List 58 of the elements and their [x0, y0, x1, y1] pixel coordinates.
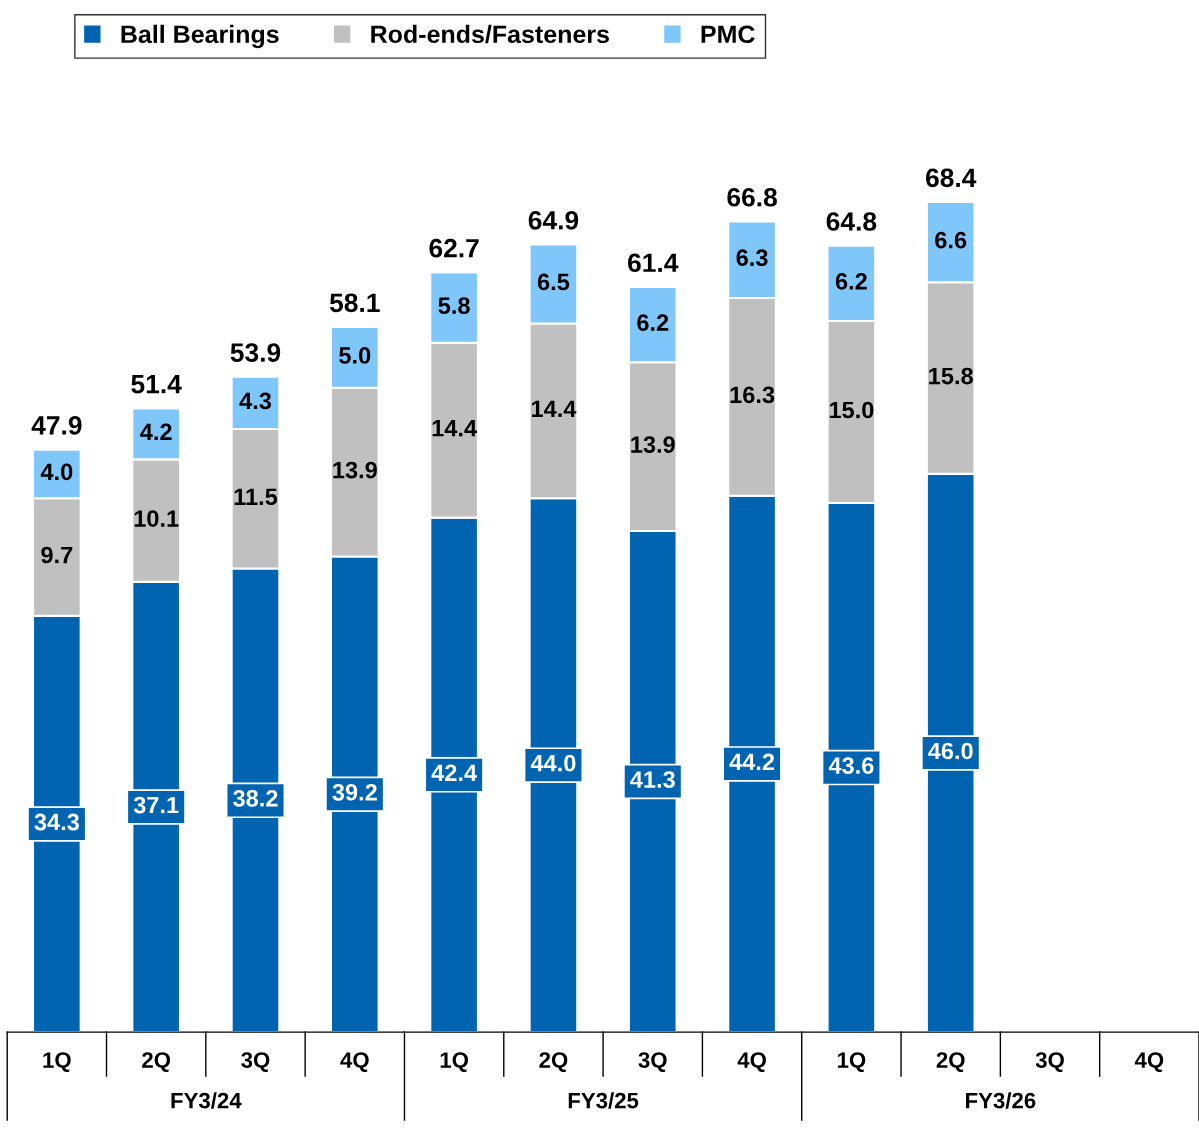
data-label: 46.0	[928, 742, 973, 760]
data-label: 15.8	[929, 367, 973, 385]
text: FY3/24	[171, 1092, 242, 1109]
total-label: 64.8	[826, 212, 877, 231]
total-label: 64.9	[528, 210, 579, 230]
legend-label: PMC	[701, 25, 755, 44]
data-label: 4.3	[239, 392, 272, 410]
total-label: 47.9	[31, 416, 82, 435]
data-label: 44.0	[530, 754, 576, 772]
data-label: 6.5	[537, 273, 570, 291]
legend-label: Ball Bearings	[121, 24, 279, 49]
data-label: 14.4	[432, 420, 477, 437]
data-label: 6.2	[637, 314, 669, 331]
data-label: 38.2	[233, 789, 278, 807]
data-label: 13.9	[333, 461, 377, 479]
data-label: 43.6	[828, 757, 874, 774]
x-tick-label: 1Q	[440, 1052, 469, 1073]
legend-label: Rod-ends/Fasteners	[371, 24, 609, 44]
text: FY3/26	[966, 1092, 1036, 1109]
data-label: 44.2	[729, 753, 775, 771]
data-label: 9.7	[41, 546, 73, 564]
x-tick-label: 1Q	[837, 1052, 866, 1073]
data-label: 14.4	[531, 400, 577, 417]
data-label: 6.2	[835, 273, 867, 290]
data-label: 6.3	[736, 249, 768, 267]
total-label: 68.4	[925, 168, 977, 188]
data-label: 11.5	[234, 488, 278, 506]
x-tick-label: 4Q	[737, 1052, 766, 1073]
x-tick-label: 1Q	[43, 1052, 71, 1073]
x-tick-label: 3Q	[638, 1052, 667, 1073]
text: FY3/25	[568, 1092, 639, 1109]
total-label: 62.7	[429, 238, 479, 258]
data-label: 16.3	[730, 386, 775, 404]
x-tick-label: 3Q	[241, 1052, 270, 1073]
x-tick-label: 3Q	[1035, 1052, 1064, 1073]
data-label: 13.9	[631, 436, 675, 453]
data-label: 34.3	[34, 813, 79, 831]
data-label: 6.6	[935, 231, 967, 249]
data-label: 15.0	[829, 401, 874, 419]
data-label: 4.0	[40, 463, 73, 481]
data-label: 41.3	[630, 771, 675, 788]
data-label: 42.4	[431, 764, 477, 781]
x-tick-label: 2Q	[142, 1052, 171, 1073]
total-label: 53.9	[230, 343, 281, 362]
x-tick-label: 2Q	[539, 1052, 568, 1073]
total-label: 51.4	[131, 375, 182, 394]
data-label: 37.1	[133, 796, 179, 814]
data-label: 5.8	[438, 297, 470, 314]
x-tick-label: 2Q	[936, 1052, 965, 1073]
data-label: 5.0	[339, 347, 371, 364]
data-label: 4.2	[140, 423, 172, 440]
x-tick-label: 4Q	[1134, 1052, 1164, 1073]
data-label: 39.2	[332, 783, 377, 801]
total-label: 61.4	[628, 253, 679, 273]
data-label: 10.1	[134, 510, 179, 527]
total-label: 66.8	[727, 187, 777, 207]
x-tick-label: 4Q	[340, 1052, 369, 1073]
total-label: 58.1	[329, 293, 380, 313]
